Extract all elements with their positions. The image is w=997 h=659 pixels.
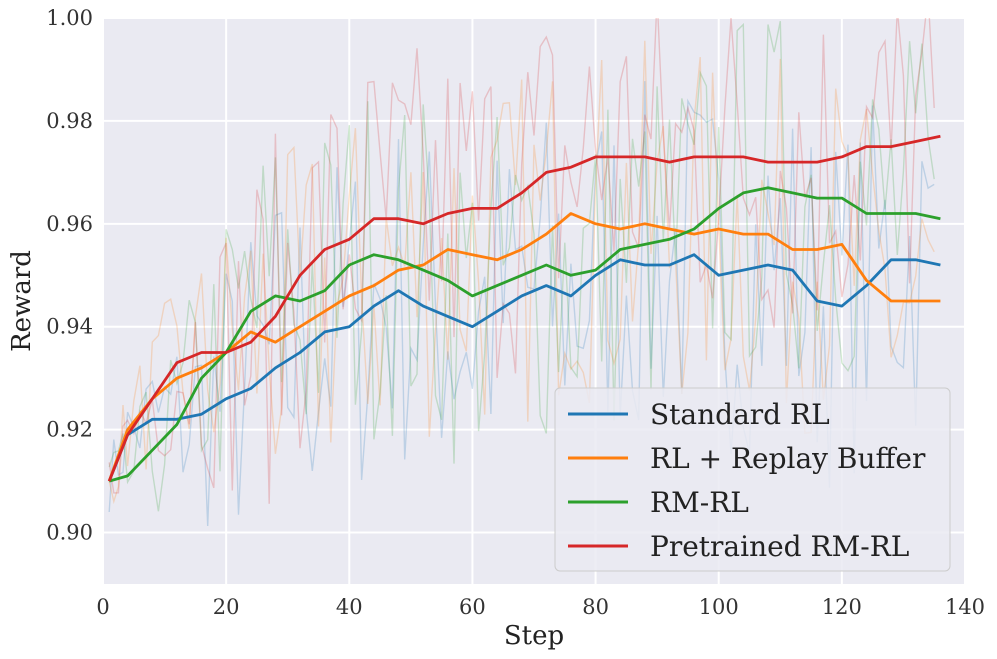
legend-label: Pretrained RM-RL	[650, 530, 909, 563]
legend-box	[554, 387, 951, 572]
x-tick-label: 120	[822, 595, 862, 619]
y-tick-label: 0.98	[46, 109, 93, 133]
y-tick-label: 0.96	[46, 212, 93, 236]
y-axis-label: Reward	[7, 250, 37, 352]
series-line	[107, 253, 941, 482]
x-tick-label: 140	[945, 595, 985, 619]
noisy-raw-traces	[108, 18, 935, 527]
x-tick-label: 60	[459, 595, 486, 619]
x-axis-ticks: 0 20 40 60 80 100 120 140	[96, 595, 985, 619]
series-line	[107, 212, 941, 482]
x-tick-label: 0	[96, 595, 109, 619]
legend: Standard RL RL + Replay Buffer RM-RL Pretra…	[554, 387, 951, 572]
y-tick-label: 0.94	[46, 315, 93, 339]
x-tick-label: 100	[699, 595, 739, 619]
legend-label: RM-RL	[650, 486, 749, 519]
series-lines	[107, 134, 941, 483]
series-line	[108, 186, 941, 483]
x-tick-label: 80	[582, 595, 609, 619]
y-axis-ticks: 0.90 0.92 0.94 0.96 0.98 1.00	[46, 6, 93, 545]
noisy-trace	[108, 81, 935, 527]
y-tick-label: 0.92	[46, 418, 93, 442]
x-tick-label: 40	[336, 595, 363, 619]
y-tick-label: 0.90	[46, 521, 93, 545]
legend-label: Standard RL	[650, 398, 830, 431]
y-tick-label: 1.00	[46, 6, 93, 30]
series-line	[107, 134, 941, 482]
noisy-trace	[108, 21, 935, 512]
legend-label: RL + Replay Buffer	[650, 442, 926, 475]
x-tick-label: 20	[213, 595, 240, 619]
noisy-trace	[108, 18, 935, 504]
noisy-trace	[108, 40, 935, 505]
x-axis-label: Step	[504, 621, 564, 651]
